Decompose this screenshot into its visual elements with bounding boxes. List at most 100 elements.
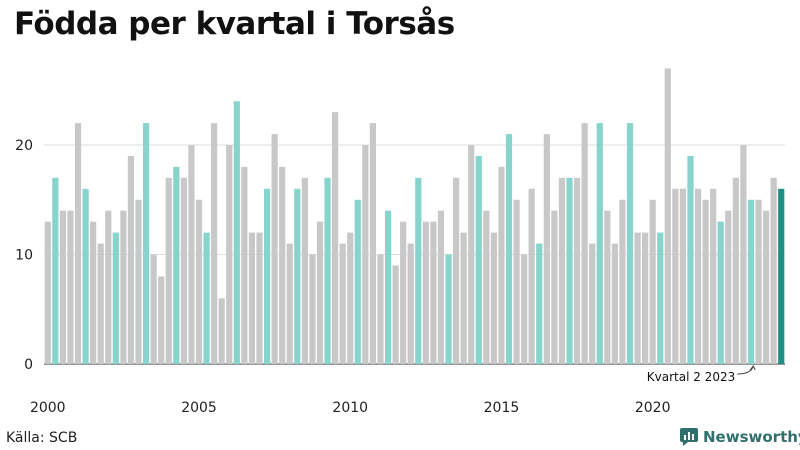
bar <box>226 145 233 364</box>
bar <box>407 243 414 364</box>
bar <box>642 232 649 364</box>
bar <box>173 166 180 364</box>
bar <box>301 177 308 364</box>
bar <box>521 254 528 364</box>
bar <box>468 145 475 364</box>
bar <box>127 155 135 364</box>
bar <box>241 166 248 364</box>
bar <box>589 243 596 364</box>
bar <box>294 188 301 364</box>
annotation-arrow <box>737 365 756 375</box>
bar <box>248 232 256 364</box>
bar <box>505 134 513 364</box>
bar <box>384 210 392 364</box>
bar <box>316 221 324 364</box>
bar <box>347 232 354 364</box>
bar <box>332 112 339 365</box>
bar <box>717 221 724 364</box>
bar <box>203 232 210 364</box>
bar <box>536 243 543 364</box>
bar <box>142 123 150 364</box>
bar <box>725 210 732 364</box>
bar <box>256 232 263 364</box>
bar <box>483 210 490 364</box>
bar <box>657 232 664 364</box>
bar <box>279 166 286 364</box>
bar <box>211 123 218 364</box>
x-tick-label: 2005 <box>181 400 217 416</box>
bar <box>362 145 369 364</box>
bar <box>604 210 611 364</box>
bar <box>180 177 187 364</box>
bar <box>634 232 641 364</box>
bar <box>611 243 618 364</box>
bar <box>82 188 89 364</box>
bar <box>490 232 497 364</box>
x-tick-label: 2000 <box>30 400 66 416</box>
bar <box>150 254 157 364</box>
bar <box>626 123 634 364</box>
bar <box>324 177 331 364</box>
bar <box>619 199 626 364</box>
bar <box>135 199 142 364</box>
bar <box>286 243 293 364</box>
bar-latest <box>778 188 785 364</box>
bar <box>664 68 671 364</box>
bar <box>475 155 482 364</box>
bar <box>437 210 445 364</box>
bar <box>687 155 694 364</box>
bar <box>415 177 422 364</box>
bar <box>233 101 240 364</box>
latest-annotation: Kvartal 2 2023 <box>647 365 756 384</box>
bar <box>732 177 739 364</box>
bar <box>672 188 679 364</box>
bar <box>309 254 316 364</box>
bar <box>52 177 59 364</box>
bar <box>44 221 51 364</box>
newsworthy-logo-icon <box>680 428 698 446</box>
bar <box>400 221 407 364</box>
bar <box>543 134 550 364</box>
bar <box>430 221 437 364</box>
bar <box>165 177 172 364</box>
bar <box>90 221 97 364</box>
bar <box>67 210 74 364</box>
y-tick-label: 20 <box>15 138 33 154</box>
bar <box>679 188 687 364</box>
bar <box>369 123 377 364</box>
bar <box>460 232 467 364</box>
bar <box>558 177 566 364</box>
bar <box>120 210 127 364</box>
source-credit: Källa: SCB <box>6 430 78 446</box>
bar <box>74 123 82 364</box>
bar <box>158 276 165 364</box>
bar <box>528 188 535 364</box>
bar <box>271 134 278 364</box>
brand-name: Newsworthy <box>703 428 800 446</box>
y-tick-label: 10 <box>15 248 33 264</box>
bar <box>339 243 346 364</box>
bar <box>195 199 203 364</box>
bar <box>551 210 558 364</box>
bar <box>112 232 119 364</box>
bar <box>573 177 581 364</box>
bar <box>566 177 573 364</box>
x-tick-label: 2010 <box>332 400 368 416</box>
bar <box>422 221 429 364</box>
y-tick-label: 0 <box>24 357 33 373</box>
bar <box>649 199 656 364</box>
bars <box>44 68 785 365</box>
annotation-label: Kvartal 2 2023 <box>647 370 735 384</box>
chart-title: Födda per kvartal i Torsås <box>14 6 455 42</box>
bar <box>763 210 770 364</box>
newsworthy-logo: Newsworthy <box>680 428 800 446</box>
bar <box>498 166 505 364</box>
bar <box>445 254 452 364</box>
bar <box>392 265 399 364</box>
bar <box>581 123 588 364</box>
bar <box>596 123 603 364</box>
x-tick-label: 2015 <box>484 400 520 416</box>
bar <box>702 199 709 364</box>
x-axis: 2000 2005 2010 2015 2020 <box>30 400 671 416</box>
bar <box>710 188 717 364</box>
